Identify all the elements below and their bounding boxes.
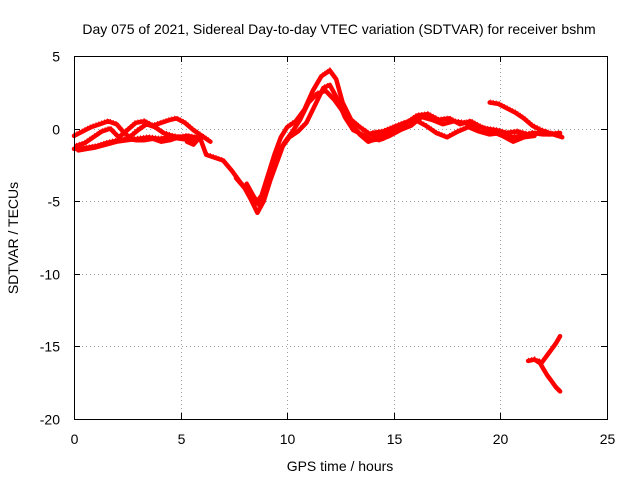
y-axis-label: SDTVAR / TECUs <box>5 182 21 294</box>
series-scatter-track-b <box>73 118 190 140</box>
x-tick-label: 10 <box>280 431 296 447</box>
series-scatter-track-j <box>384 111 535 141</box>
y-tick-label: -20 <box>40 412 60 428</box>
series-scatter-track-i <box>378 113 561 140</box>
series-scatter-track-l <box>527 333 561 364</box>
y-tick-label: -5 <box>48 194 61 210</box>
x-tick-label: 15 <box>387 431 403 447</box>
series-line-track-k <box>487 100 561 139</box>
series-line-track-d <box>76 135 205 153</box>
series-scatter-track-d <box>78 134 203 150</box>
y-tick-label: 0 <box>52 122 60 138</box>
series-line-track-m <box>536 358 563 394</box>
series-line-track-g <box>244 88 379 208</box>
x-tick-label: 20 <box>493 431 509 447</box>
chart-title: Day 075 of 2021, Sidereal Day-to-day VTE… <box>82 21 595 37</box>
series-scatter-track-c <box>75 115 203 145</box>
series-line-track-j <box>383 111 537 144</box>
y-tick-label: -10 <box>40 267 60 283</box>
x-axis-label: GPS time / hours <box>287 458 394 474</box>
series-line-track-l <box>525 333 563 367</box>
x-tick-label: 25 <box>600 431 616 447</box>
series-group <box>71 67 565 394</box>
y-tick-label: 5 <box>52 49 60 65</box>
plot-frame <box>74 56 608 420</box>
series-scatter-track-a <box>74 132 211 148</box>
y-tick-label: -15 <box>40 339 60 355</box>
x-tick-label: 0 <box>71 431 79 447</box>
axis-ticks: 0 5 10 15 20 25 5 0 -5 -10 -15 -20 <box>40 49 616 448</box>
series-scatter-track-e <box>186 67 395 204</box>
series-line-track-c <box>73 116 205 149</box>
series-line-track-b <box>71 119 192 143</box>
x-tick-label: 5 <box>178 431 186 447</box>
series-line-track-e <box>184 68 397 207</box>
